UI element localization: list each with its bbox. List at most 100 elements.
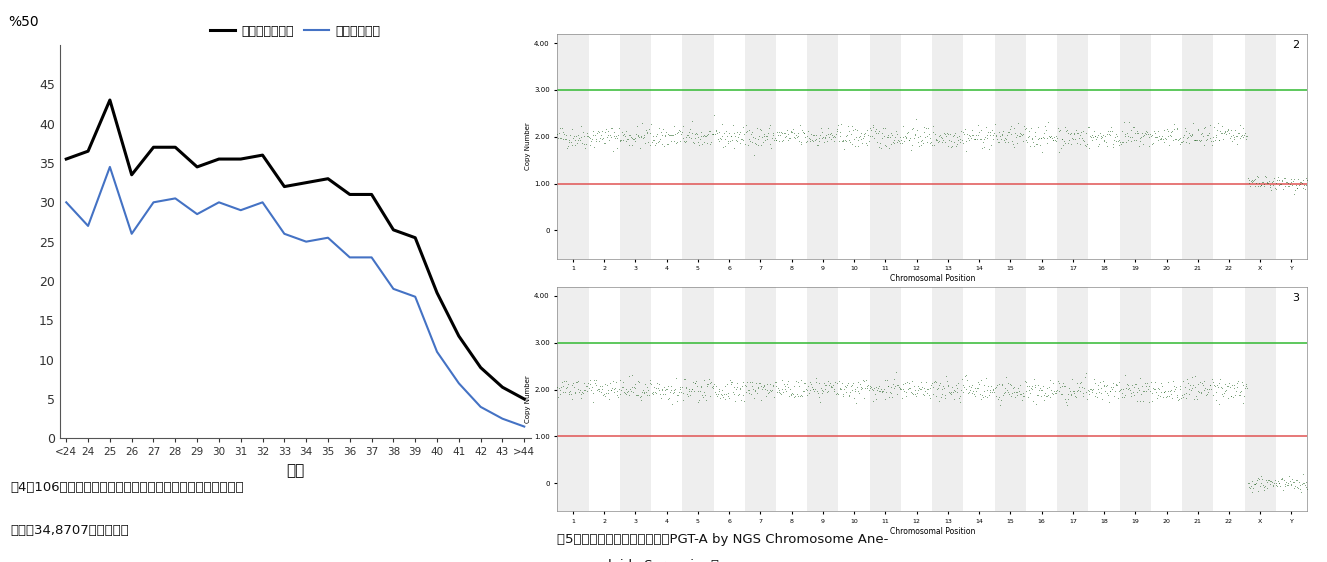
Point	[1189, 135, 1210, 144]
Point	[1067, 129, 1088, 138]
Point	[942, 132, 963, 141]
Point	[640, 140, 661, 149]
Point	[1182, 380, 1204, 389]
Point	[848, 132, 869, 141]
Point	[629, 377, 650, 386]
Point	[1283, 190, 1304, 199]
Point	[811, 388, 832, 397]
Point	[1030, 140, 1051, 149]
Point	[1162, 376, 1184, 385]
Point	[592, 135, 613, 144]
Point	[767, 130, 788, 139]
Point	[800, 386, 821, 395]
Point	[1208, 135, 1229, 144]
Point	[727, 390, 748, 399]
Point	[572, 388, 593, 397]
Point	[853, 129, 874, 138]
Point	[654, 389, 675, 398]
Point	[1216, 382, 1237, 391]
Point	[744, 138, 766, 147]
Point	[764, 377, 786, 386]
Point	[1144, 385, 1165, 394]
Point	[648, 384, 669, 393]
Point	[971, 134, 993, 143]
Point	[577, 379, 598, 388]
Point	[878, 392, 900, 401]
Point	[1247, 182, 1269, 191]
Point	[779, 134, 800, 143]
Point	[998, 128, 1019, 137]
Point	[1213, 129, 1234, 138]
Point	[945, 142, 966, 151]
Point	[909, 141, 930, 150]
Point	[941, 382, 962, 391]
Point	[613, 135, 634, 144]
Point	[1112, 138, 1133, 147]
Point	[628, 131, 649, 140]
Point	[557, 380, 579, 389]
Point	[933, 135, 954, 144]
Point	[1178, 139, 1200, 148]
Point	[1238, 176, 1259, 185]
Point	[1209, 126, 1230, 135]
Point	[824, 384, 845, 393]
Point	[1054, 381, 1075, 390]
Point	[1178, 129, 1200, 138]
Point	[884, 138, 905, 147]
Legend: 治療週期懷孕率, 治療週期活率: 治療週期懷孕率, 治療週期活率	[206, 20, 385, 43]
Point	[556, 131, 577, 140]
Point	[897, 129, 918, 138]
Point	[1020, 133, 1042, 142]
Point	[1076, 139, 1097, 148]
Point	[565, 135, 587, 144]
Point	[1139, 142, 1160, 151]
Point	[1030, 392, 1051, 401]
Point	[936, 371, 957, 380]
Point	[706, 127, 727, 136]
Point	[1123, 123, 1144, 132]
Point	[1060, 389, 1082, 398]
Point	[1141, 131, 1162, 140]
Point	[1048, 126, 1070, 135]
Point	[786, 389, 807, 398]
Point	[657, 140, 678, 149]
Point	[957, 375, 978, 384]
Point	[674, 375, 695, 384]
Point	[1273, 485, 1294, 494]
Point	[843, 135, 864, 144]
Point	[1251, 479, 1273, 488]
Point	[596, 388, 617, 397]
Point	[1099, 130, 1120, 139]
Point	[568, 134, 589, 143]
Point	[669, 385, 690, 394]
Point	[912, 138, 933, 147]
Point	[865, 395, 886, 404]
Point	[894, 131, 916, 140]
Point	[606, 386, 628, 395]
Point	[612, 383, 633, 392]
Point	[1105, 380, 1127, 389]
Point	[1274, 482, 1295, 491]
Point	[957, 388, 978, 397]
Point	[855, 383, 876, 392]
Point	[658, 395, 679, 404]
Point	[994, 388, 1015, 397]
Point	[674, 137, 695, 146]
Point	[551, 378, 572, 387]
Point	[725, 131, 746, 140]
Point	[1088, 140, 1109, 149]
Point	[733, 378, 754, 387]
Point	[560, 387, 581, 396]
Point	[690, 128, 711, 137]
Point	[835, 382, 856, 391]
Point	[693, 376, 714, 385]
Bar	[744, 34, 776, 259]
Point	[1003, 142, 1024, 151]
Point	[637, 386, 658, 395]
Point	[733, 136, 754, 145]
Point	[1177, 133, 1198, 142]
Point	[594, 128, 616, 137]
Point	[604, 387, 625, 396]
Point	[1063, 134, 1084, 143]
Point	[597, 386, 618, 395]
